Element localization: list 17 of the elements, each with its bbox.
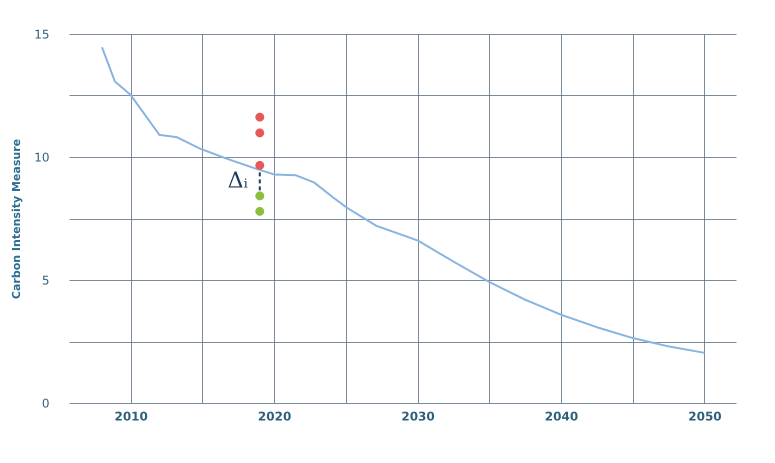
x-tick-label: 2030 xyxy=(401,410,435,424)
point xyxy=(255,191,264,200)
y-tick-label: 10 xyxy=(34,150,50,164)
x-tick-label: 2020 xyxy=(258,410,292,424)
line-series xyxy=(100,46,706,354)
x-tick-label: 2010 xyxy=(114,410,148,424)
annotation: Δᵢ xyxy=(228,168,248,194)
y-tick-label: 5 xyxy=(42,274,50,288)
point xyxy=(255,128,264,138)
point xyxy=(255,112,264,122)
y-tick-label: 0 xyxy=(42,396,50,410)
x-tick-label: 2050 xyxy=(688,410,722,424)
point xyxy=(255,160,264,170)
y-axis-title: Carbon Intensity Measure xyxy=(10,138,24,300)
x-tick-label: 2040 xyxy=(544,410,578,424)
y-tick-label: 15 xyxy=(34,28,50,42)
point xyxy=(255,206,264,216)
